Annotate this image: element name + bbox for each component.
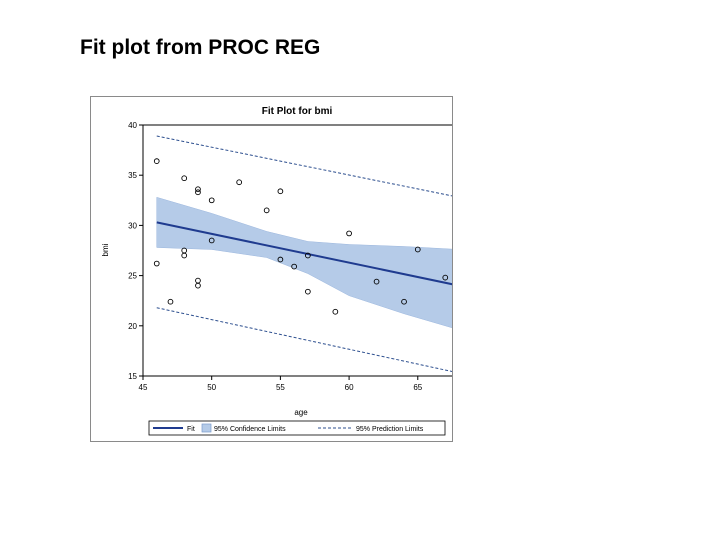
- data-point: [263, 207, 270, 214]
- data-point: [153, 260, 160, 267]
- legend-band-swatch: [201, 423, 212, 433]
- y-axis-label: bmi: [101, 243, 110, 256]
- data-point: [181, 247, 188, 254]
- data-point: [346, 230, 352, 237]
- data-point: [208, 237, 215, 244]
- data-point: [236, 179, 243, 186]
- data-point: [277, 256, 284, 263]
- data-point: [195, 277, 201, 284]
- data-point: [195, 189, 201, 196]
- x-tick-label: 55: [276, 383, 285, 392]
- data-point: [373, 278, 380, 285]
- data-point: [291, 263, 297, 270]
- data-point: [195, 186, 201, 193]
- prediction-limit-lower: [156, 307, 460, 374]
- data-point: [332, 308, 339, 315]
- data-point: [195, 282, 201, 289]
- y-tick-label: 35: [128, 171, 137, 180]
- data-point: [401, 298, 407, 305]
- fit-plot: Fit Plot for bmi 45 50 55 60 65152025303540 …: [101, 106, 545, 436]
- slide-title: Fit plot from PROC REG: [80, 36, 321, 59]
- data-point: [167, 298, 174, 305]
- y-tick-label: 15: [128, 372, 137, 381]
- y-tick-label: 20: [128, 322, 137, 331]
- x-axis-label: age: [294, 408, 308, 417]
- confidence-band-layer: [156, 196, 460, 331]
- lines-layer: [156, 135, 460, 374]
- x-tick-label: 45: [139, 383, 148, 392]
- prediction-limit-upper: [156, 135, 460, 198]
- data-point: [181, 175, 188, 182]
- y-tick-label: 30: [128, 221, 137, 230]
- data-point: [208, 197, 215, 204]
- data-point: [414, 246, 421, 253]
- chart-panel: Fit Plot for bmi 45 50 55 60 65 15 20 25 30 35 40 …: [90, 96, 545, 442]
- axes-layer: 45 50 55 60 65 15 20 25 30 35 40: [128, 121, 423, 392]
- legend-band-label: 95% Confidence Limits: [214, 426, 286, 433]
- legend: Fit 95% Confidence Limits 95% Prediction…: [148, 420, 446, 436]
- data-point: [305, 288, 311, 295]
- chart-title: Fit Plot for bmi: [262, 106, 333, 117]
- legend-box: [148, 420, 446, 436]
- data-point: [277, 188, 284, 195]
- legend-fit-label: Fit: [187, 426, 195, 433]
- data-point: [305, 252, 311, 259]
- y-tick-label: 25: [128, 272, 137, 281]
- data-point: [442, 274, 449, 281]
- confidence-band: [156, 196, 460, 331]
- data-point: [181, 252, 188, 259]
- y-tick-label: 40: [128, 121, 137, 130]
- x-tick-label: 65: [413, 383, 422, 392]
- legend-prediction-label: 95% Prediction Limits: [356, 426, 424, 433]
- fit-line: [156, 221, 460, 287]
- x-tick-label: 60: [345, 383, 354, 392]
- data-point: [153, 158, 160, 164]
- x-tick-label: 50: [207, 383, 216, 392]
